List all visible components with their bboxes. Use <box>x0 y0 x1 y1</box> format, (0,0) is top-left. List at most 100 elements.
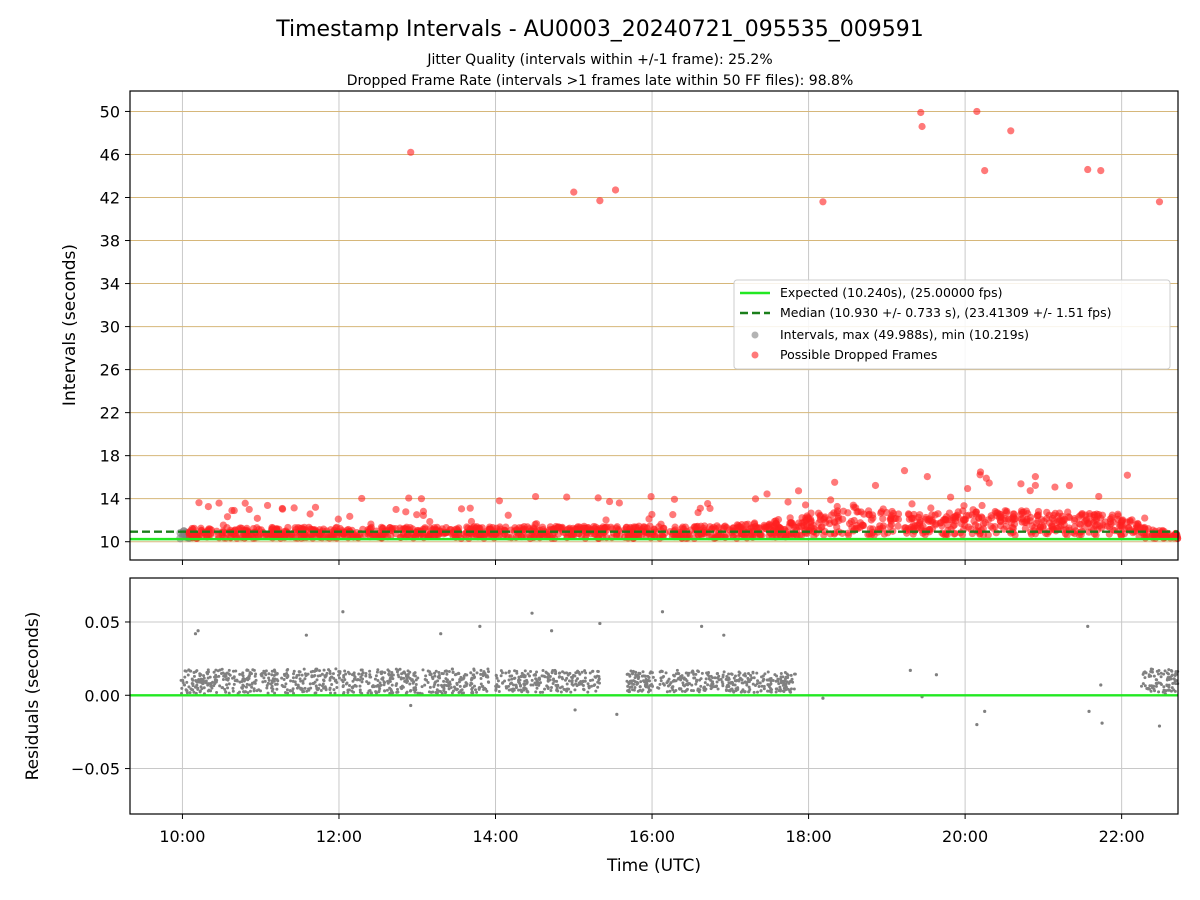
dropped-frame-point <box>963 484 972 493</box>
dropped-frame-outlier <box>981 167 989 175</box>
residual-point <box>631 669 635 673</box>
residual-point <box>1141 682 1145 686</box>
dropped-frame-point <box>959 507 967 515</box>
residual-point <box>406 672 410 676</box>
residual-point <box>353 683 357 687</box>
residual-point <box>198 680 202 684</box>
dropped-frame-outlier <box>570 188 578 196</box>
residual-point <box>1149 689 1153 693</box>
residual-point <box>753 683 757 687</box>
residual-point <box>261 680 265 684</box>
residual-point <box>421 668 425 672</box>
residual-point <box>1141 672 1145 676</box>
residual-point <box>499 674 503 678</box>
residual-point <box>626 689 630 693</box>
residual-point <box>406 669 410 673</box>
residual-point <box>691 670 695 674</box>
dropped-frame-point <box>879 524 887 532</box>
residual-point <box>234 669 238 673</box>
residual-point <box>457 680 461 684</box>
residual-point <box>442 679 446 683</box>
residual-point <box>186 673 190 677</box>
residual-point <box>238 680 242 684</box>
residual-point <box>292 672 296 676</box>
residual-point <box>486 667 490 671</box>
residual-point <box>255 689 259 693</box>
legend-dropped-swatch <box>751 351 759 359</box>
residual-point <box>583 669 587 673</box>
residual-point <box>594 689 598 693</box>
residual-point <box>385 688 389 692</box>
residual-point <box>192 674 196 678</box>
residual-point <box>584 671 588 675</box>
dropped-frame-point <box>1095 492 1103 501</box>
residual-point <box>248 689 252 693</box>
residual-point <box>709 678 713 682</box>
x-tick-label: 14:00 <box>472 827 518 846</box>
residual-point <box>187 685 191 689</box>
residual-point <box>330 682 334 686</box>
residual-point <box>413 690 417 694</box>
residual-point <box>313 673 317 677</box>
residual-point <box>188 691 192 695</box>
dropped-frame-outliers <box>407 107 1164 206</box>
residual-point <box>507 678 511 682</box>
top-y-tick-label: 18 <box>100 447 120 466</box>
residual-point <box>734 674 738 678</box>
residual-point <box>653 678 657 682</box>
residual-point <box>376 678 380 682</box>
dropped-frame-point <box>1118 517 1126 526</box>
residual-point <box>347 688 351 692</box>
residual-point <box>469 681 473 685</box>
residual-point <box>315 678 319 682</box>
residual-point <box>712 685 716 689</box>
dropped-frame-point <box>1031 473 1039 481</box>
residual-point <box>523 669 527 673</box>
residual-point <box>367 689 371 693</box>
residual-point <box>540 674 544 678</box>
dropped-frame-point <box>803 520 811 529</box>
residual-point <box>699 677 703 681</box>
residual-point <box>206 670 210 674</box>
residual-point <box>1087 709 1091 713</box>
residual-point <box>709 684 713 688</box>
residual-point <box>328 688 332 692</box>
top-y-tick-label: 10 <box>100 533 120 552</box>
dropped-frame-point <box>1002 509 1011 517</box>
top-axes-frame <box>129 90 1179 561</box>
residual-point <box>517 688 521 692</box>
dropped-frame-point <box>720 523 728 531</box>
residual-point <box>635 674 639 678</box>
residual-point <box>1165 671 1169 675</box>
residual-point <box>267 676 271 680</box>
residual-point <box>702 688 706 692</box>
residual-point <box>217 674 221 678</box>
residual-point <box>434 691 438 695</box>
residual-point <box>769 679 773 683</box>
dropped-frame-point <box>763 490 771 498</box>
dropped-frame-point <box>1022 519 1030 527</box>
residual-point <box>706 683 710 687</box>
residual-point <box>573 688 577 692</box>
residual-point <box>477 686 481 690</box>
residual-point <box>340 678 344 682</box>
residual-point <box>285 676 289 680</box>
dropped-frame-point <box>1117 532 1126 540</box>
residual-point <box>436 683 440 687</box>
residual-point <box>343 669 347 673</box>
residual-point <box>1172 681 1176 685</box>
residual-point <box>514 686 518 690</box>
residual-point <box>644 680 648 684</box>
x-axis-label: Time (UTC) <box>606 856 701 876</box>
residual-point <box>534 690 538 694</box>
residual-point <box>251 668 255 672</box>
dropped-frame-point <box>1092 531 1100 539</box>
dropped-frame-point <box>965 511 973 519</box>
residual-point <box>668 689 672 693</box>
residual-point <box>309 686 313 690</box>
residual-point <box>641 670 645 674</box>
residual-point <box>459 690 463 694</box>
dropped-frame-point <box>215 499 223 507</box>
residual-point <box>212 670 216 674</box>
residual-point <box>771 679 775 683</box>
